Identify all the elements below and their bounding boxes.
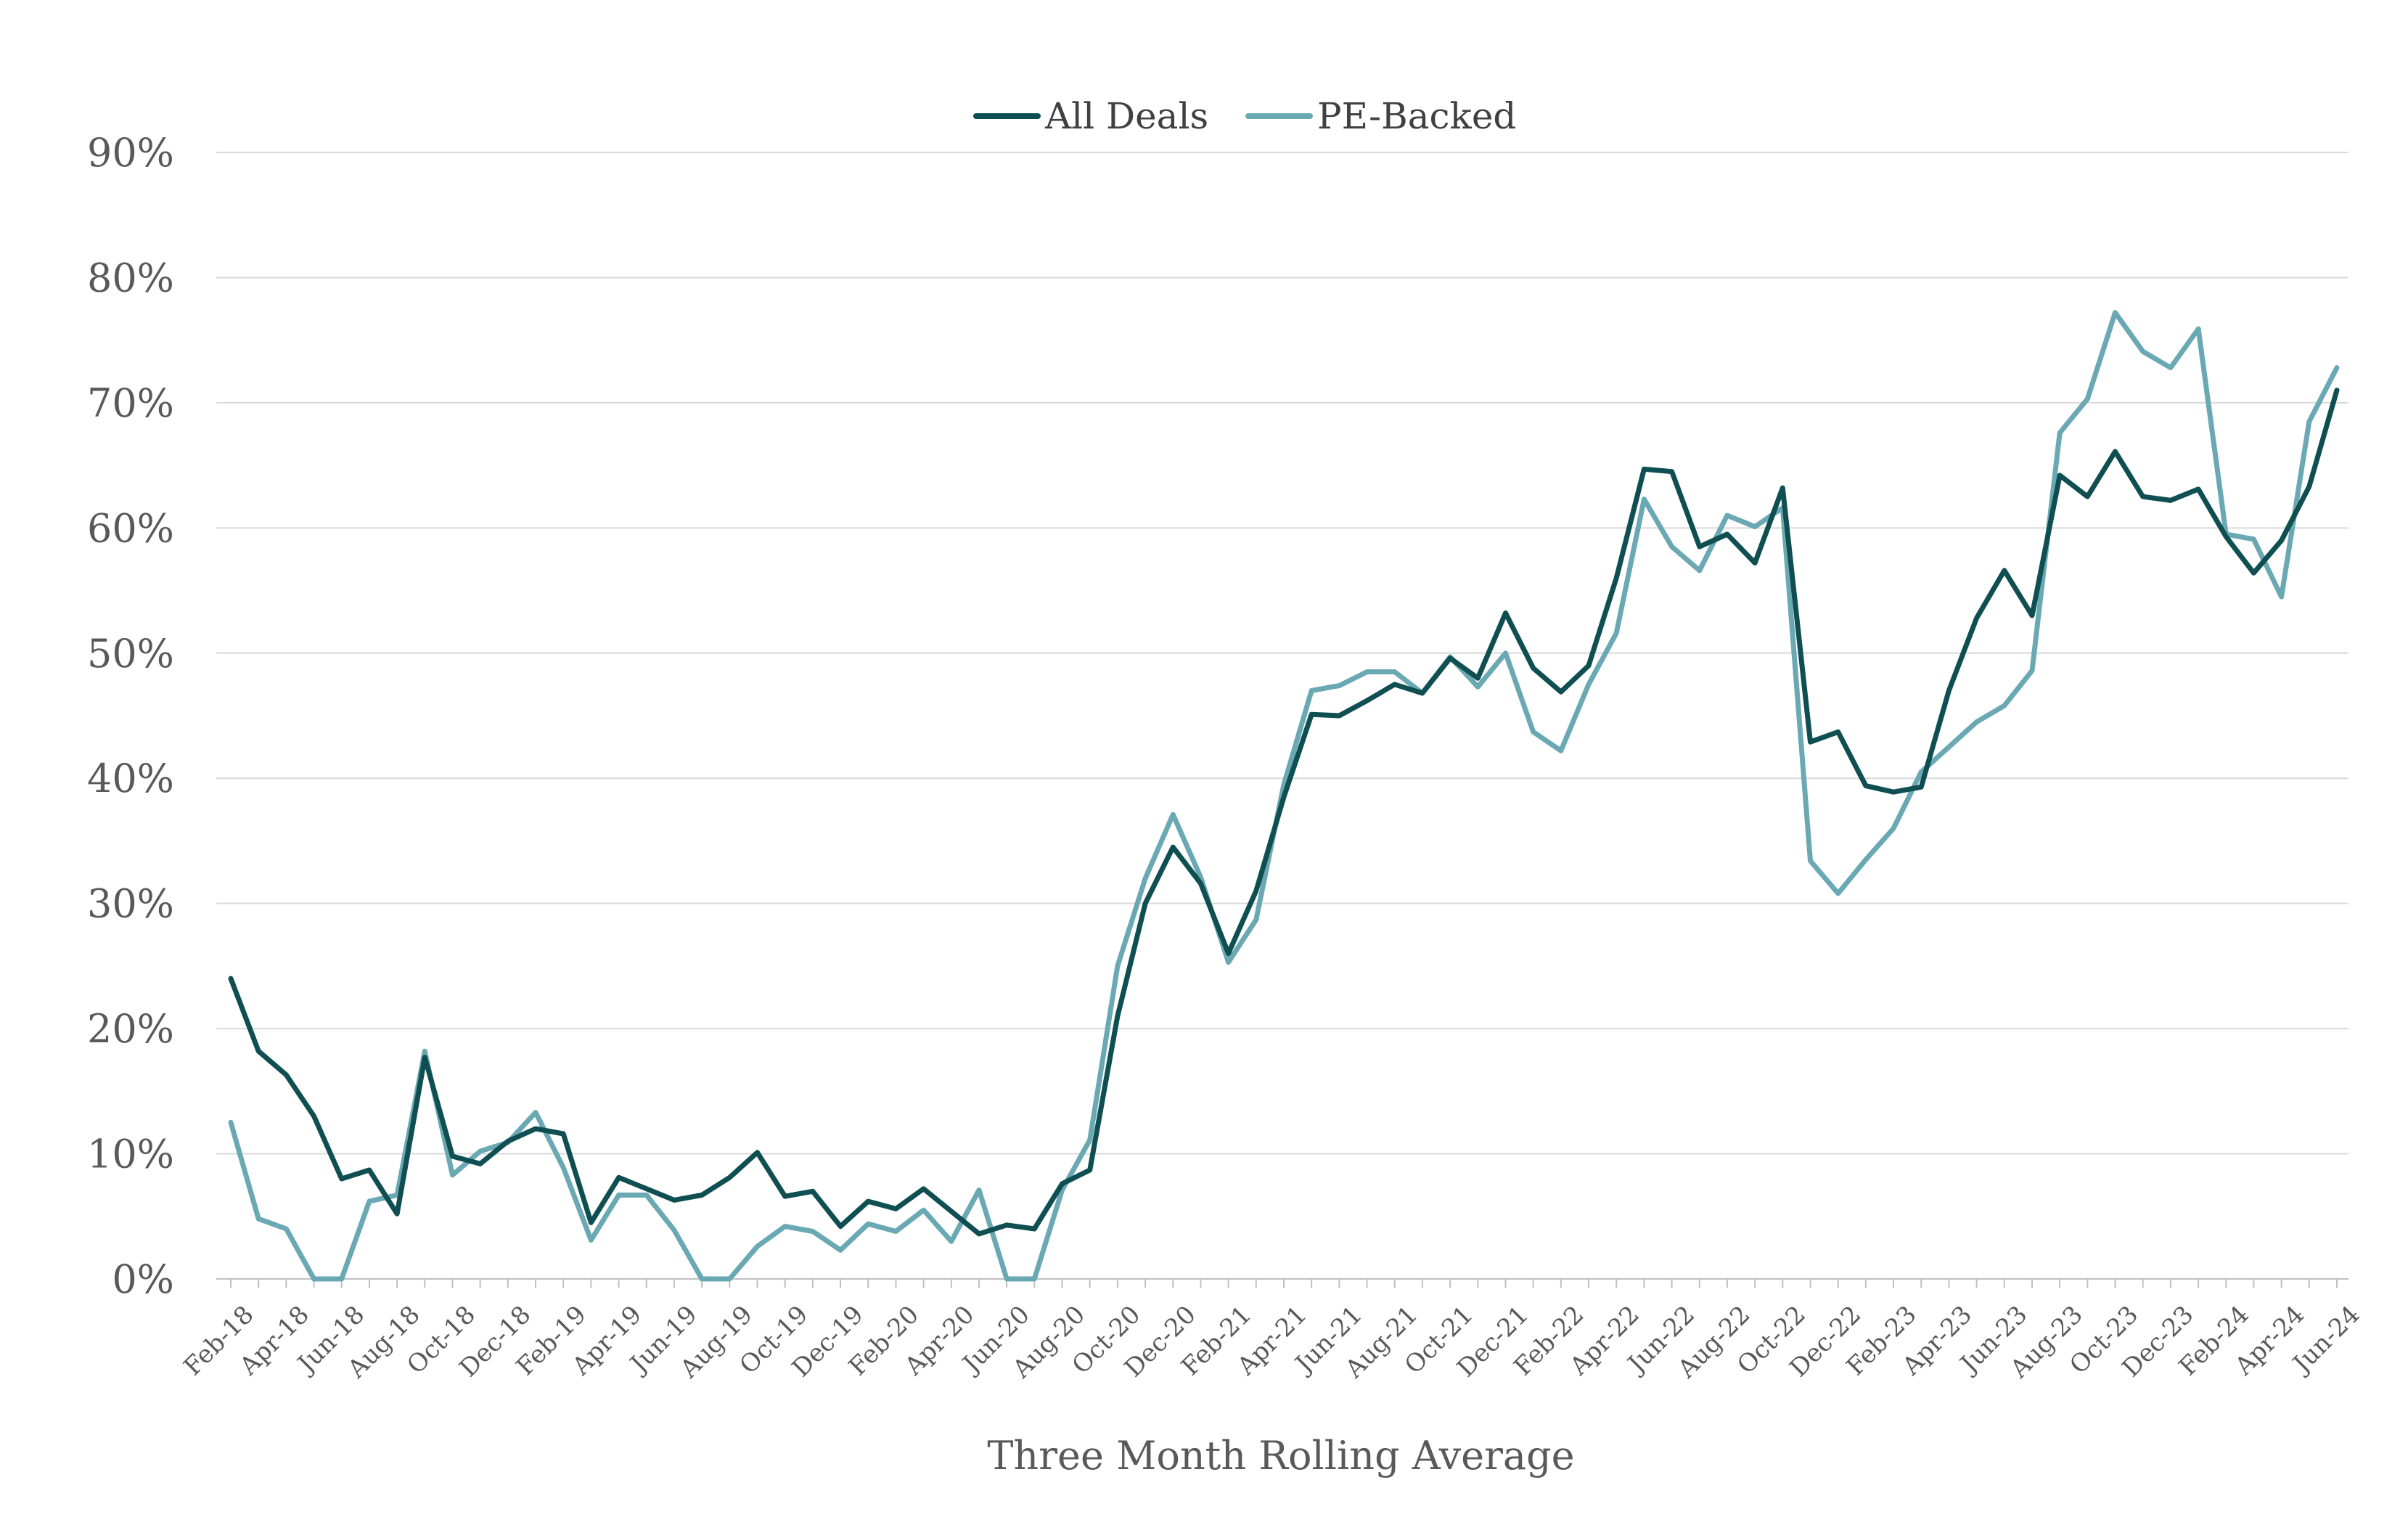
legend-label: PE-Backed	[1317, 95, 1516, 137]
y-tick-label: 30%	[87, 881, 174, 927]
y-tick-label: 20%	[87, 1006, 174, 1052]
legend-label: All Deals	[1044, 95, 1208, 137]
y-tick-label: 90%	[87, 130, 174, 176]
x-axis-title: Three Month Rolling Average	[987, 1433, 1574, 1479]
legend: All Deals PE-Backed	[973, 95, 1516, 137]
y-tick-label: 0%	[112, 1256, 174, 1302]
series-line-pe-backed	[228, 310, 2340, 1282]
y-tick-label: 60%	[87, 505, 174, 551]
series-lines	[228, 310, 2340, 1282]
y-tick-label: 50%	[87, 631, 174, 676]
x-axis-labels: Feb-18Apr-18Jun-18Aug-18Oct-18Dec-18Feb-…	[179, 1300, 2366, 1384]
legend-item-all-deals: All Deals	[973, 95, 1208, 137]
y-tick-label: 70%	[87, 380, 174, 426]
x-axis-ticks	[230, 1279, 2338, 1288]
series-line-all-deals	[228, 388, 2340, 1237]
legend-item-pe-backed: PE-Backed	[1245, 95, 1516, 137]
y-axis-labels: 0% 10% 20% 30% 40% 50% 60% 70% 80% 90%	[87, 130, 174, 1302]
y-tick-label: 80%	[87, 255, 174, 300]
y-tick-label: 10%	[87, 1132, 174, 1177]
y-tick-label: 40%	[87, 756, 174, 801]
